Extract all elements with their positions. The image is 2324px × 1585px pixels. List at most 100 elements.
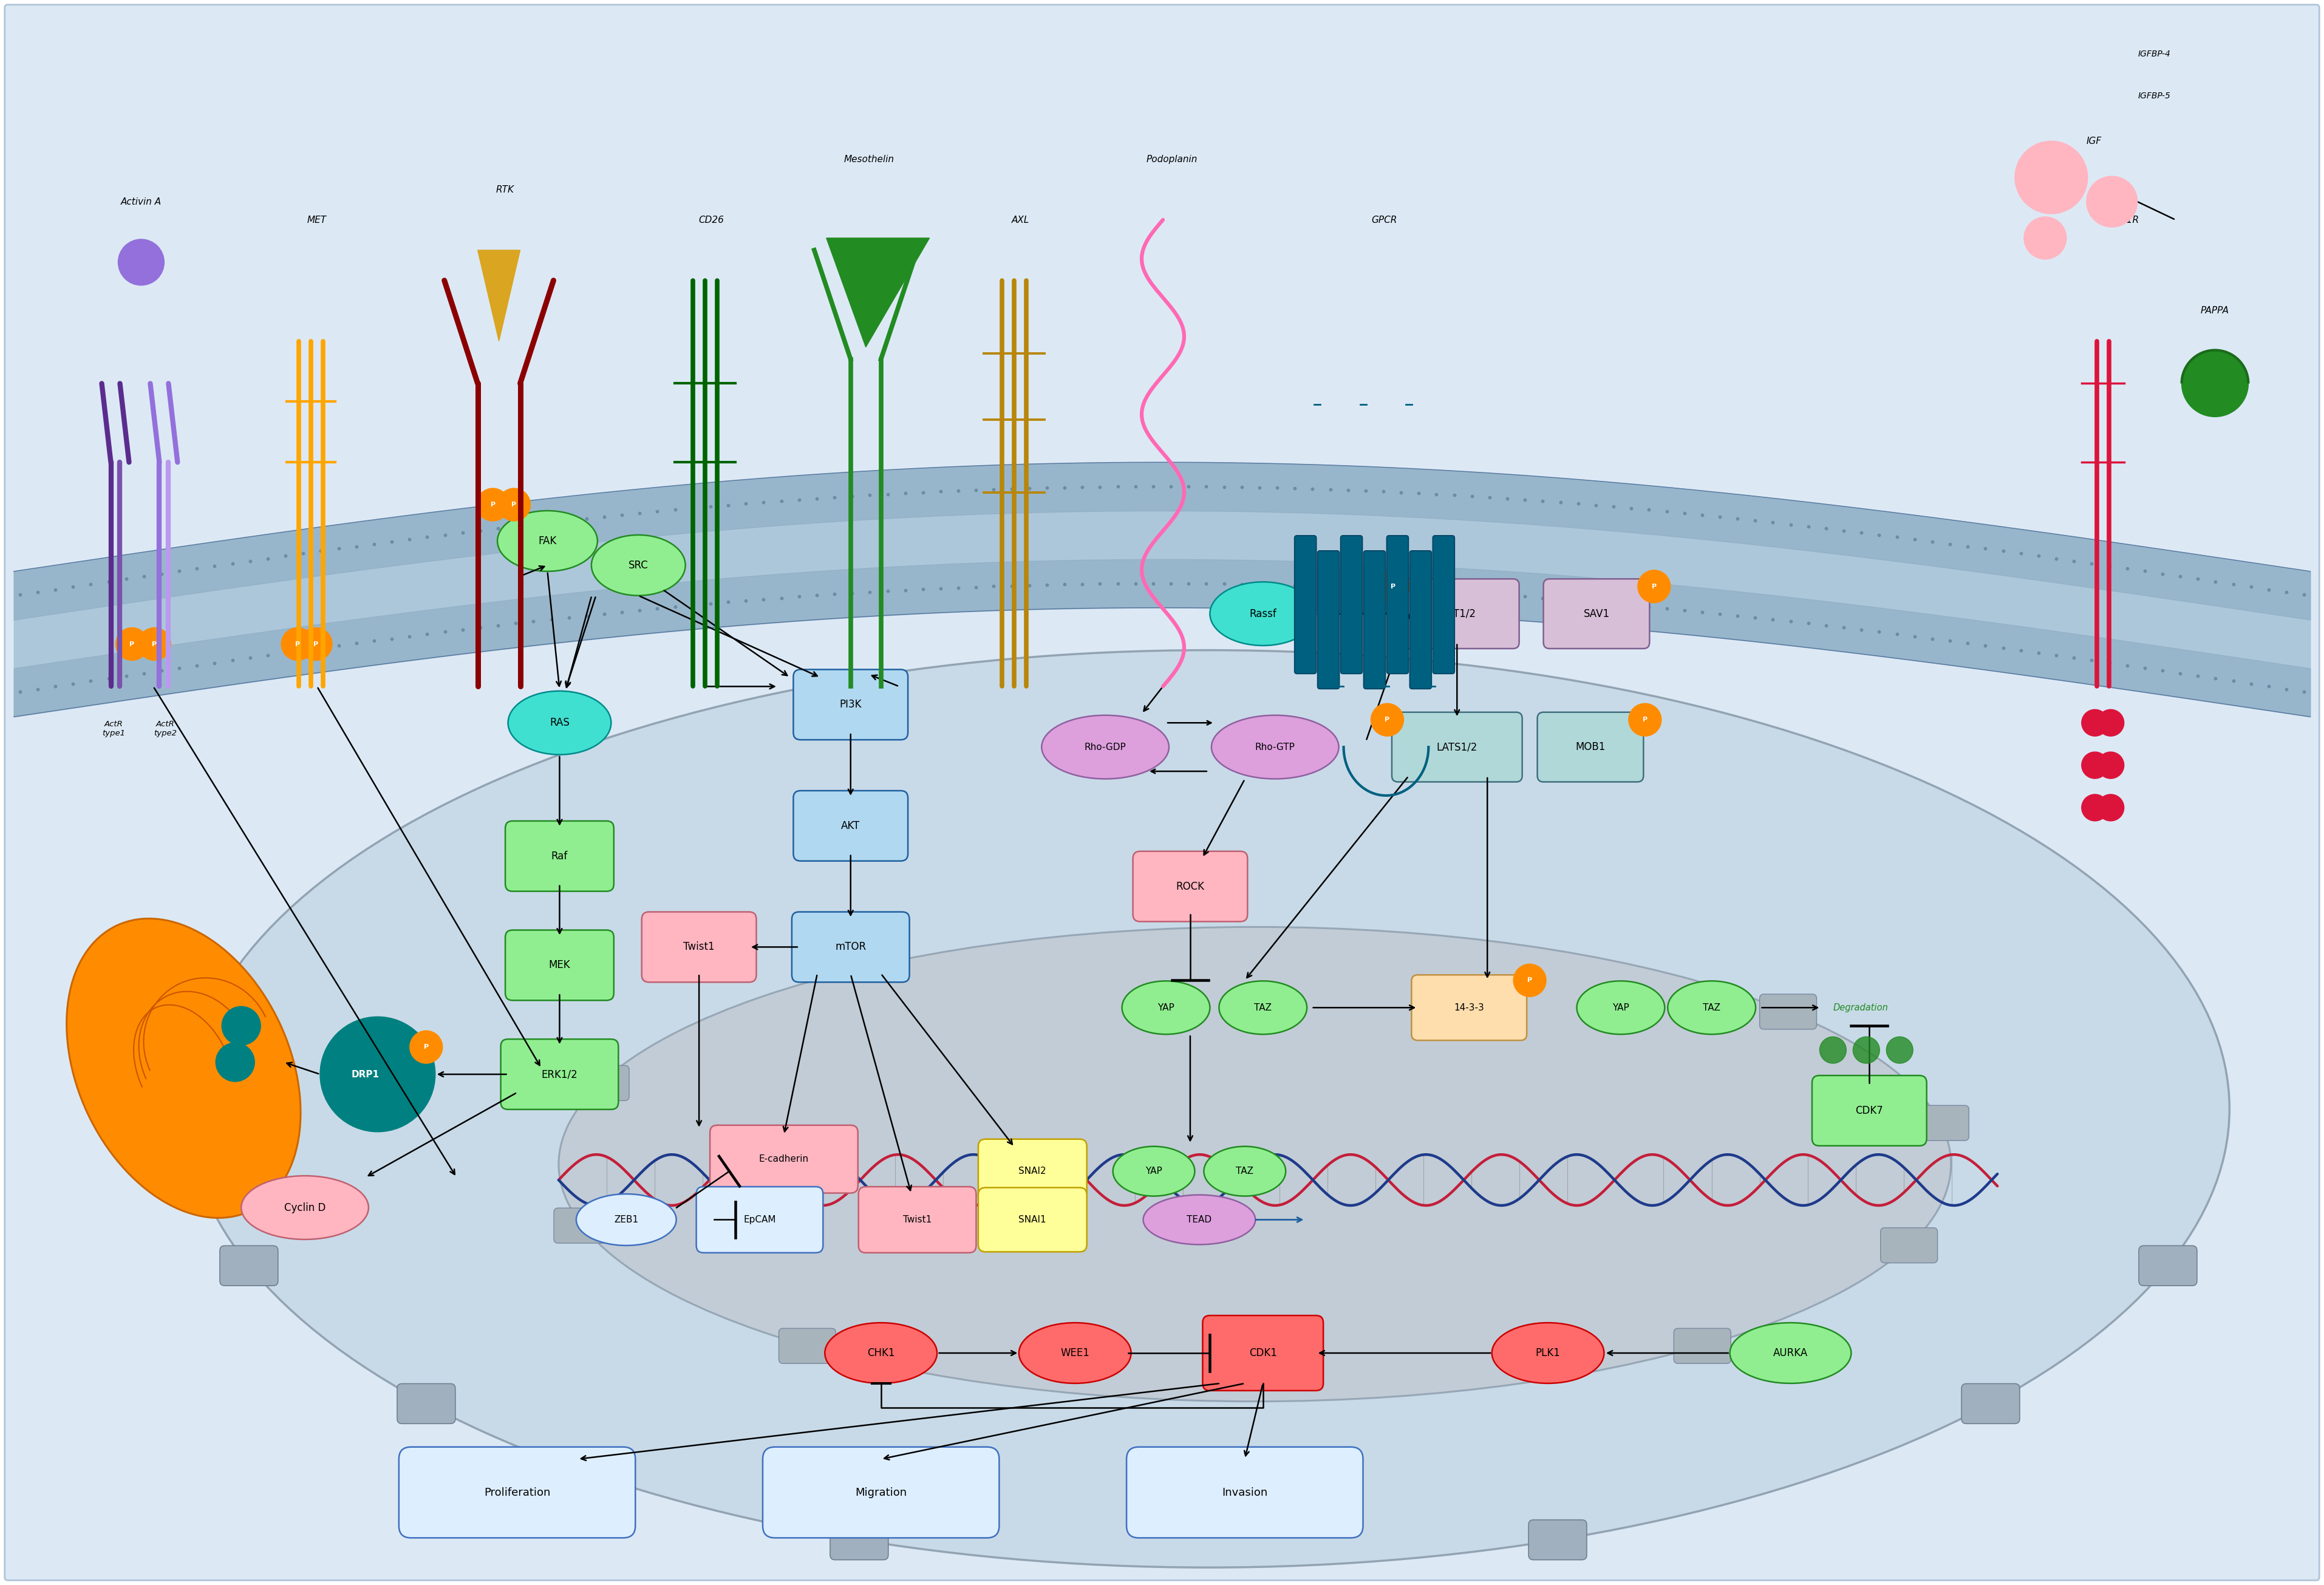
Text: ActR
type2: ActR type2 — [153, 720, 177, 737]
Text: Rho-GDP: Rho-GDP — [1085, 742, 1127, 751]
FancyBboxPatch shape — [858, 1187, 976, 1252]
Circle shape — [119, 239, 165, 285]
Text: DRP1: DRP1 — [351, 1070, 379, 1079]
Text: IGFBP-5: IGFBP-5 — [2138, 92, 2171, 100]
Text: FAK: FAK — [539, 536, 558, 547]
Text: SNAI1: SNAI1 — [1018, 1216, 1046, 1224]
FancyBboxPatch shape — [1411, 975, 1527, 1040]
Text: MST1/2: MST1/2 — [1439, 609, 1476, 620]
Circle shape — [1513, 964, 1545, 997]
FancyBboxPatch shape — [978, 1187, 1088, 1252]
Text: AKT: AKT — [841, 821, 860, 831]
Circle shape — [2082, 794, 2108, 821]
FancyBboxPatch shape — [1538, 712, 1643, 781]
Circle shape — [476, 488, 509, 521]
FancyBboxPatch shape — [397, 1384, 456, 1423]
Text: CDK7: CDK7 — [1855, 1105, 1882, 1116]
Text: ERK1/2: ERK1/2 — [541, 1068, 579, 1079]
Text: Twist1: Twist1 — [904, 1216, 932, 1224]
Text: PAPPA: PAPPA — [2201, 306, 2229, 315]
Ellipse shape — [1220, 981, 1306, 1035]
Ellipse shape — [1492, 1323, 1604, 1384]
FancyBboxPatch shape — [792, 791, 909, 861]
Circle shape — [2096, 751, 2124, 778]
FancyBboxPatch shape — [1392, 712, 1522, 781]
FancyBboxPatch shape — [1880, 1228, 1938, 1263]
Text: Migration: Migration — [855, 1487, 906, 1498]
Text: LATS1/2: LATS1/2 — [1436, 742, 1478, 753]
FancyBboxPatch shape — [1543, 579, 1650, 648]
Text: P: P — [151, 640, 158, 647]
Text: P: P — [1643, 716, 1648, 723]
FancyBboxPatch shape — [792, 911, 909, 983]
FancyBboxPatch shape — [1318, 550, 1339, 689]
FancyBboxPatch shape — [1294, 536, 1315, 674]
Text: EpCAM: EpCAM — [744, 1216, 776, 1224]
FancyBboxPatch shape — [1759, 994, 1817, 1029]
Circle shape — [116, 628, 149, 661]
FancyBboxPatch shape — [779, 1328, 837, 1363]
FancyBboxPatch shape — [572, 1065, 630, 1100]
Circle shape — [216, 1043, 256, 1081]
Text: CD26: CD26 — [700, 216, 723, 225]
Text: AXL: AXL — [1011, 216, 1030, 225]
Text: E-cadherin: E-cadherin — [760, 1154, 809, 1163]
Circle shape — [2182, 350, 2247, 417]
Text: P: P — [1652, 583, 1657, 590]
Ellipse shape — [825, 1323, 937, 1384]
Text: YAP: YAP — [1157, 1003, 1174, 1013]
Ellipse shape — [1576, 981, 1664, 1035]
Circle shape — [1887, 1037, 1913, 1064]
FancyBboxPatch shape — [553, 1208, 611, 1243]
Text: Twist1: Twist1 — [683, 941, 716, 953]
Circle shape — [281, 628, 314, 661]
FancyBboxPatch shape — [1411, 550, 1432, 689]
FancyBboxPatch shape — [1341, 536, 1362, 674]
Ellipse shape — [67, 919, 300, 1217]
Text: Invasion: Invasion — [1222, 1487, 1267, 1498]
Ellipse shape — [1204, 1146, 1285, 1197]
Ellipse shape — [1669, 981, 1755, 1035]
Circle shape — [2082, 751, 2108, 778]
Text: P: P — [295, 640, 300, 647]
FancyBboxPatch shape — [1132, 851, 1248, 921]
Ellipse shape — [188, 650, 2229, 1568]
FancyBboxPatch shape — [1202, 1316, 1322, 1390]
Text: Proliferation: Proliferation — [483, 1487, 551, 1498]
Text: AURKA: AURKA — [1773, 1347, 1808, 1358]
Ellipse shape — [1041, 715, 1169, 778]
Text: IGFBP-4: IGFBP-4 — [2138, 49, 2171, 59]
Text: MET: MET — [307, 216, 328, 225]
Text: CDK1: CDK1 — [1248, 1347, 1276, 1358]
Text: IGF: IGF — [2087, 136, 2101, 146]
FancyBboxPatch shape — [1434, 536, 1455, 674]
Ellipse shape — [242, 1176, 370, 1239]
Text: TAZ: TAZ — [1255, 1003, 1271, 1013]
FancyBboxPatch shape — [221, 1246, 279, 1285]
Text: PI3K: PI3K — [839, 699, 862, 710]
Circle shape — [321, 1016, 435, 1132]
FancyBboxPatch shape — [709, 1125, 858, 1194]
Text: ActR
type1: ActR type1 — [102, 720, 125, 737]
FancyBboxPatch shape — [1813, 1076, 1927, 1146]
Text: Podoplanin: Podoplanin — [1146, 155, 1197, 163]
Text: Activin A: Activin A — [121, 197, 163, 206]
Text: SNAI2: SNAI2 — [1018, 1167, 1046, 1176]
Ellipse shape — [509, 691, 611, 754]
FancyBboxPatch shape — [697, 1187, 823, 1252]
Text: TAZ: TAZ — [1703, 1003, 1720, 1013]
FancyBboxPatch shape — [1961, 1384, 2020, 1423]
Text: SAV1: SAV1 — [1583, 609, 1611, 620]
Text: Mesothelin: Mesothelin — [844, 155, 895, 163]
FancyBboxPatch shape — [1394, 579, 1520, 648]
Circle shape — [1376, 571, 1411, 602]
FancyBboxPatch shape — [1127, 1447, 1362, 1537]
Text: P: P — [314, 640, 318, 647]
Text: YAP: YAP — [1613, 1003, 1629, 1013]
Circle shape — [2096, 710, 2124, 735]
Circle shape — [2087, 176, 2138, 227]
Circle shape — [1371, 704, 1404, 735]
Circle shape — [221, 1006, 260, 1045]
FancyBboxPatch shape — [830, 1520, 888, 1560]
FancyBboxPatch shape — [1673, 1328, 1731, 1363]
